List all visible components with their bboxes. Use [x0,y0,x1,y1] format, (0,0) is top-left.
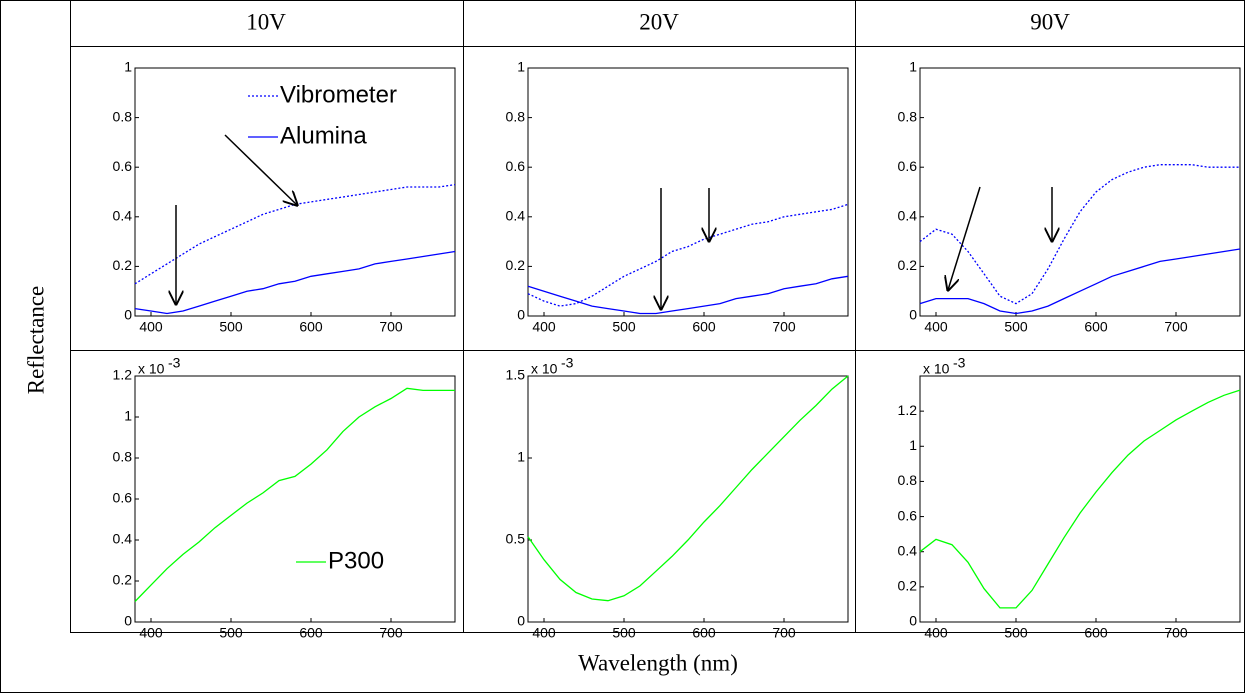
y-tick-label: 0.2 [113,572,133,588]
x-tick-label: 500 [612,319,636,335]
y-tick-label: 0 [517,613,525,629]
y-multiplier: x 10 [923,361,950,377]
x-tick-label: 700 [1164,319,1188,335]
arrow [224,134,297,205]
x-tick-label: 400 [924,625,948,641]
series-line [134,387,455,602]
plot-area [919,375,1241,623]
x-tick-label: 600 [692,319,716,335]
y-tick-label: 0.4 [506,208,526,224]
y-tick-label: 0.2 [898,257,918,273]
series-line [134,250,456,315]
y-tick-label: 1 [909,59,917,75]
series-line [527,275,849,315]
y-tick-label: 0.4 [898,208,918,224]
series-line [919,164,1240,305]
y-tick-label: 0.4 [113,208,133,224]
y-tick-label: 0 [909,307,917,323]
column-header: 90V [1030,9,1070,34]
x-tick-label: 500 [219,319,243,335]
y-tick-label: 0.4 [898,542,918,558]
y-tick-label: 0.8 [506,108,526,124]
y-tick-label: 0.8 [113,449,133,465]
arrow [948,186,981,290]
arrows [176,134,1052,309]
column-header: 20V [639,9,679,34]
y-tick-label: 0.2 [898,578,918,594]
legend-label: Alumina [280,122,367,149]
y-tick-label: 1 [124,408,132,424]
y-tick-label: 0.8 [898,472,918,488]
series-line [527,375,849,602]
y-multiplier-exponent: -3 [561,355,574,371]
y-tick-label: 0.2 [113,257,133,273]
x-tick-label: 400 [924,319,948,335]
x-tick-label: 400 [532,625,556,641]
x-tick-label: 700 [379,625,403,641]
x-tick-label: 400 [532,319,556,335]
plot-area [919,67,1241,317]
y-tick-label: 1.5 [506,367,526,383]
column-header: 10V [246,9,286,34]
y-tick-label: 0.8 [113,108,133,124]
x-tick-label: 500 [1004,625,1028,641]
series-line [527,203,849,307]
y-tick-label: 0.8 [898,108,918,124]
x-tick-label: 600 [1084,625,1108,641]
x-tick-label: 600 [299,625,323,641]
y-tick-label: 0.2 [506,257,526,273]
plot-area [527,67,849,317]
x-tick-label: 700 [772,625,796,641]
y-tick-label: 1.2 [113,367,133,383]
x-tick-label: 500 [219,625,243,641]
y-multiplier: x 10 [138,361,165,377]
y-tick-label: 0 [517,307,525,323]
x-tick-label: 500 [612,625,636,641]
x-tick-label: 600 [299,319,323,335]
plot-area [527,375,849,623]
x-tick-label: 600 [1084,319,1108,335]
x-tick-label: 700 [772,319,796,335]
y-tick-label: 1 [517,449,525,465]
y-tick-label: 1 [124,59,132,75]
series-line [919,389,1241,609]
y-tick-label: 0.6 [113,490,133,506]
x-tick-label: 400 [139,319,163,335]
x-tick-label: 700 [1164,625,1188,641]
column-label: Wavelength (nm) [578,650,738,675]
y-tick-label: 1.2 [898,402,918,418]
series-line [919,248,1241,315]
y-multiplier-exponent: -3 [168,355,181,371]
charts: 400 500 600 700 0 0.2 0.4 0.6 0.8 1 Vibrometer Alum… [113,59,1241,641]
row-label: Reflectance [23,286,48,395]
y-tick-label: 0 [124,613,132,629]
y-tick-label: 1 [909,437,917,453]
y-tick-label: 1 [517,59,525,75]
x-tick-label: 600 [692,625,716,641]
plot-area [134,375,456,623]
x-tick-label: 400 [139,625,163,641]
y-tick-label: 0.6 [898,507,918,523]
y-tick-label: 0.5 [506,531,526,547]
x-tick-label: 500 [1004,319,1028,335]
y-tick-label: 0.6 [113,158,133,174]
y-tick-label: 0.4 [113,531,133,547]
y-tick-label: 0 [909,613,917,629]
x-tick-label: 700 [379,319,403,335]
y-tick-label: 0.6 [506,158,526,174]
y-tick-label: 0 [124,307,132,323]
y-multiplier-exponent: -3 [953,355,966,371]
legend-label: Vibrometer [280,81,397,108]
y-multiplier: x 10 [531,361,558,377]
y-tick-label: 0.6 [898,158,918,174]
legend-label: P300 [328,547,384,574]
